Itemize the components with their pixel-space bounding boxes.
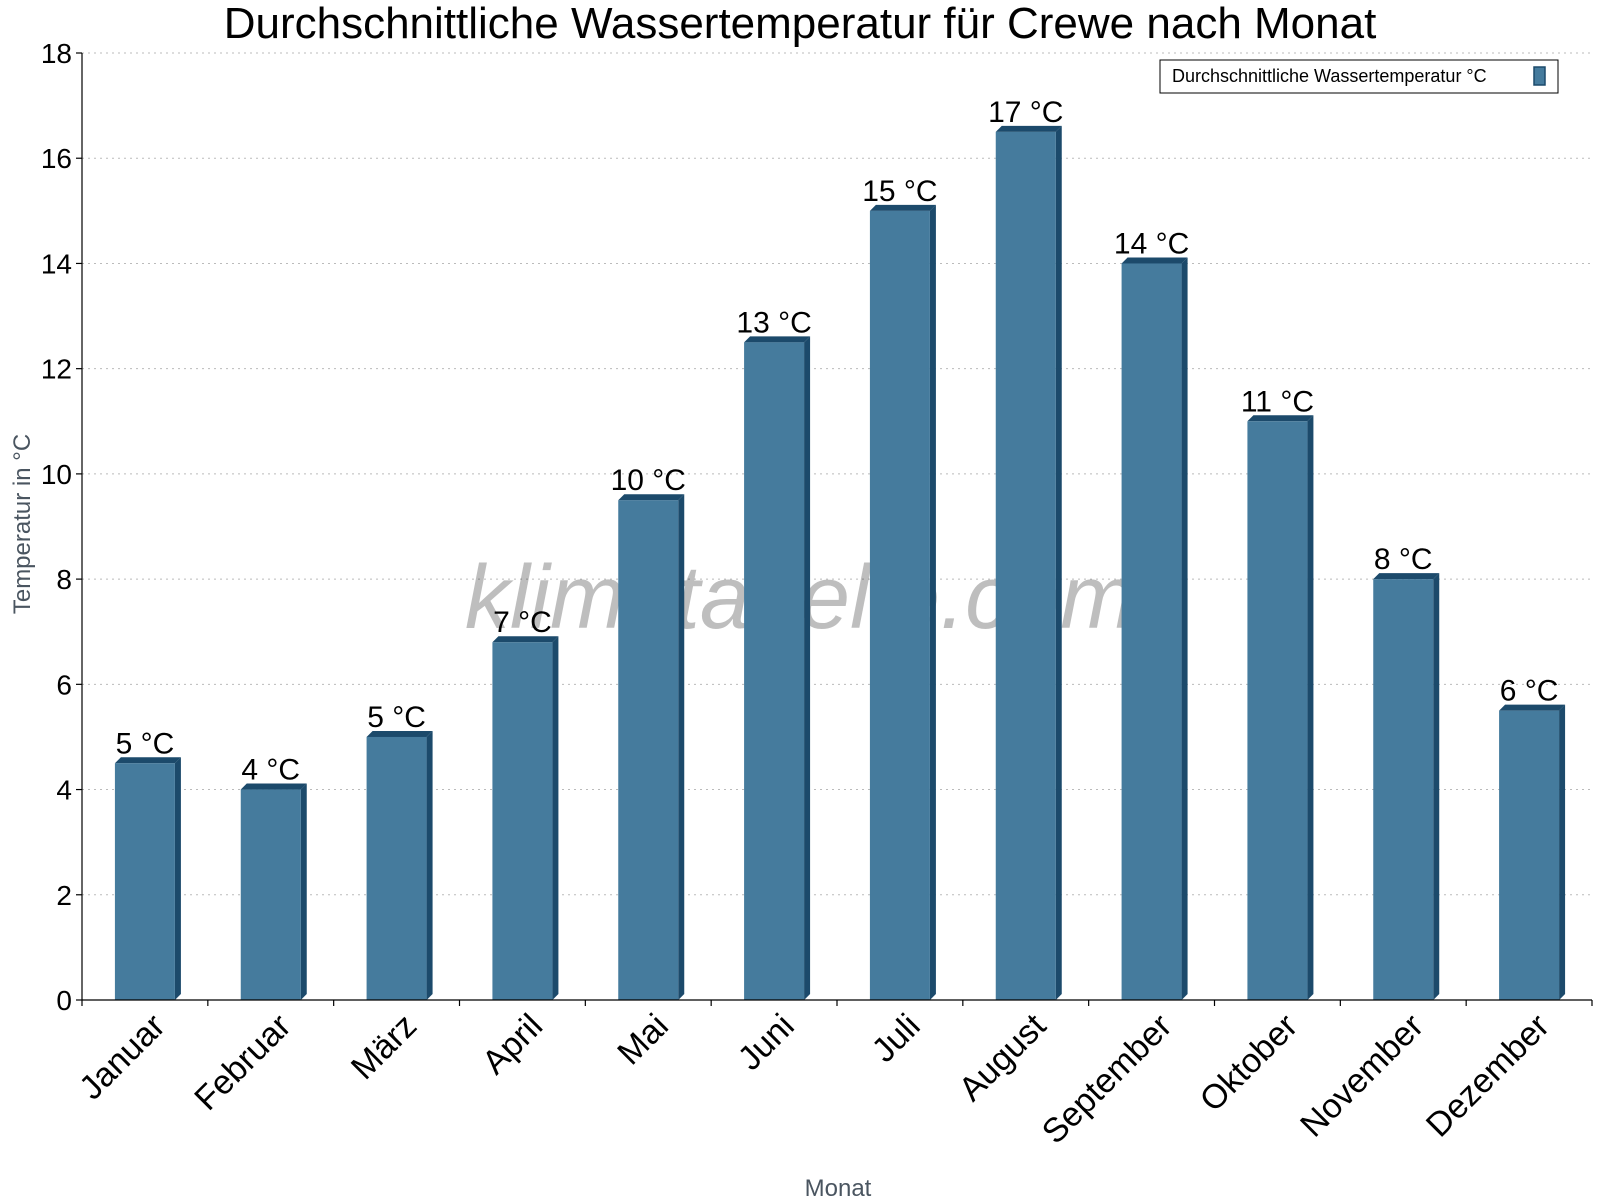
bar-side <box>174 757 181 1000</box>
bar-side <box>929 204 936 1001</box>
bar-top <box>1247 415 1314 422</box>
bar-märz <box>366 730 433 1000</box>
data-label: 11 °C <box>1241 385 1314 418</box>
bar-top <box>114 757 181 764</box>
x-tick-label: Februar <box>187 1007 298 1118</box>
bar-front <box>1247 421 1308 1000</box>
bar-juli <box>869 204 936 1001</box>
chart-title: Durchschnittliche Wassertemperatur für C… <box>224 0 1377 48</box>
bar-front <box>240 789 301 1000</box>
x-tick-label: März <box>344 1007 424 1087</box>
bar-juni <box>744 336 811 1001</box>
y-tick-label: 12 <box>41 354 72 385</box>
data-label: 8 °C <box>1374 543 1433 576</box>
y-tick-label: 10 <box>41 459 72 490</box>
y-tick-label: 0 <box>56 985 72 1016</box>
x-tick-label: August <box>952 1006 1054 1108</box>
bar-front <box>618 500 679 1000</box>
data-labels: 5 °C 4 °C 5 °C 7 °C 10 °C 13 °C 15 °C 17 °C 14 °… <box>116 96 1559 787</box>
data-label: 14 °C <box>1114 227 1189 260</box>
bar-mai <box>618 494 685 1000</box>
bar-side <box>552 636 559 1000</box>
bar-front <box>744 342 805 1001</box>
data-label: 6 °C <box>1500 675 1559 708</box>
grid-lines <box>82 52 1592 896</box>
legend-swatch <box>1533 66 1546 86</box>
bar-oktober <box>1247 415 1314 1000</box>
bar-side <box>1559 704 1566 1000</box>
data-label: 5 °C <box>116 727 175 760</box>
data-label: 17 °C <box>988 96 1063 129</box>
legend-box <box>1159 59 1559 94</box>
x-tick-labels: Januar Februar März April Mai Juni Juli AugustS… <box>72 1006 1557 1151</box>
bar-side <box>300 783 307 1000</box>
bar-side <box>1181 257 1188 1000</box>
bar-top <box>492 636 559 643</box>
x-tick-label: Dezember <box>1419 1007 1557 1145</box>
y-tick-label: 4 <box>56 775 72 806</box>
x-tick-label: Juli <box>865 1007 928 1070</box>
data-label: 15 °C <box>862 175 937 208</box>
axes <box>76 52 1593 1006</box>
bar-front <box>492 642 553 1000</box>
bar-april <box>492 636 559 1000</box>
bar-august <box>995 125 1062 1000</box>
bar-top <box>618 494 685 501</box>
x-tick-label: Juni <box>731 1007 802 1078</box>
bar-dezember <box>1499 704 1566 1000</box>
bar-side <box>1055 125 1062 1000</box>
y-tick-labels: 0 2 4 6 8 10 12 14 16 18 <box>41 38 72 1016</box>
legend: Durchschnittliche Wassertemperatur °C <box>1159 59 1559 94</box>
bar-side <box>1307 415 1314 1000</box>
bar-top <box>1373 573 1440 580</box>
bar-side <box>426 730 433 1000</box>
y-tick-label: 14 <box>41 248 72 279</box>
bars <box>114 125 1566 1001</box>
bar-top <box>1499 704 1566 711</box>
bar-front <box>1121 263 1182 1000</box>
bar-front <box>869 210 930 1001</box>
bar-top <box>240 783 307 790</box>
bar-side <box>804 336 811 1001</box>
bar-front <box>995 131 1056 1000</box>
bar-side <box>1433 573 1440 1000</box>
legend-label: Durchschnittliche Wassertemperatur °C <box>1172 66 1487 86</box>
bar-januar <box>114 757 181 1000</box>
bar-front <box>1499 710 1560 1000</box>
bar-top <box>744 336 811 343</box>
x-tick-label: November <box>1293 1007 1431 1145</box>
bar-november <box>1373 573 1440 1000</box>
x-tick-label: Oktober <box>1193 1007 1305 1119</box>
data-label: 5 °C <box>367 701 426 734</box>
x-tick-label: April <box>475 1007 550 1082</box>
bar-september <box>1121 257 1188 1000</box>
x-axis-label: Monat <box>805 1175 872 1200</box>
y-tick-label: 6 <box>56 669 72 700</box>
x-tick-label: Januar <box>72 1007 172 1107</box>
data-label: 10 °C <box>611 464 686 497</box>
y-tick-label: 8 <box>56 564 72 595</box>
bar-front <box>1373 579 1434 1000</box>
y-tick-label: 18 <box>41 38 72 69</box>
y-tick-label: 2 <box>56 880 72 911</box>
bar-top <box>1121 257 1188 264</box>
bar-top <box>995 125 1062 132</box>
data-label: 13 °C <box>736 306 811 339</box>
bar-front <box>114 763 175 1000</box>
bar-side <box>678 494 685 1000</box>
bar-front <box>366 736 427 1000</box>
data-label: 7 °C <box>493 606 552 639</box>
bar-top <box>366 730 433 737</box>
y-axis-label: Temperatur in °C <box>9 434 36 614</box>
bar-top <box>869 204 936 211</box>
x-tick-label: September <box>1035 1007 1179 1151</box>
bar-februar <box>240 783 307 1000</box>
y-tick-label: 16 <box>41 143 72 174</box>
x-tick-label: Mai <box>610 1007 676 1073</box>
data-label: 4 °C <box>241 754 300 787</box>
